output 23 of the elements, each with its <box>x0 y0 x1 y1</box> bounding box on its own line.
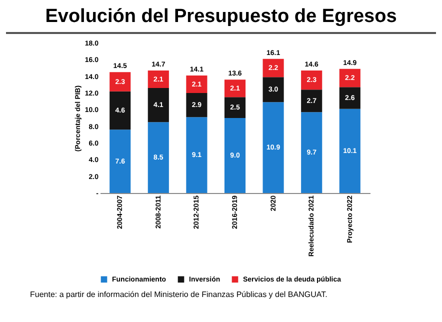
bar <box>147 88 168 122</box>
bar <box>224 97 246 118</box>
bar <box>147 70 168 88</box>
bar <box>147 122 168 193</box>
chart-title: Evolución del Presupuesto de Egresos <box>6 0 436 34</box>
bar <box>338 108 360 193</box>
bar <box>338 68 360 88</box>
bar <box>300 112 322 193</box>
bar <box>262 102 284 193</box>
bar <box>109 72 130 92</box>
bar <box>186 117 207 193</box>
bar <box>224 80 246 98</box>
bar <box>109 91 130 130</box>
bar <box>300 70 322 90</box>
bar <box>338 87 360 109</box>
bar <box>109 130 130 193</box>
bar <box>300 90 322 112</box>
bar <box>224 118 246 193</box>
bar <box>262 58 284 78</box>
bar <box>186 93 207 118</box>
bar <box>262 77 284 102</box>
bar <box>186 76 207 93</box>
source-note: Fuente: a partir de información del Ministerio de Finanzas Públicas y del BANGUAT. <box>29 290 328 299</box>
